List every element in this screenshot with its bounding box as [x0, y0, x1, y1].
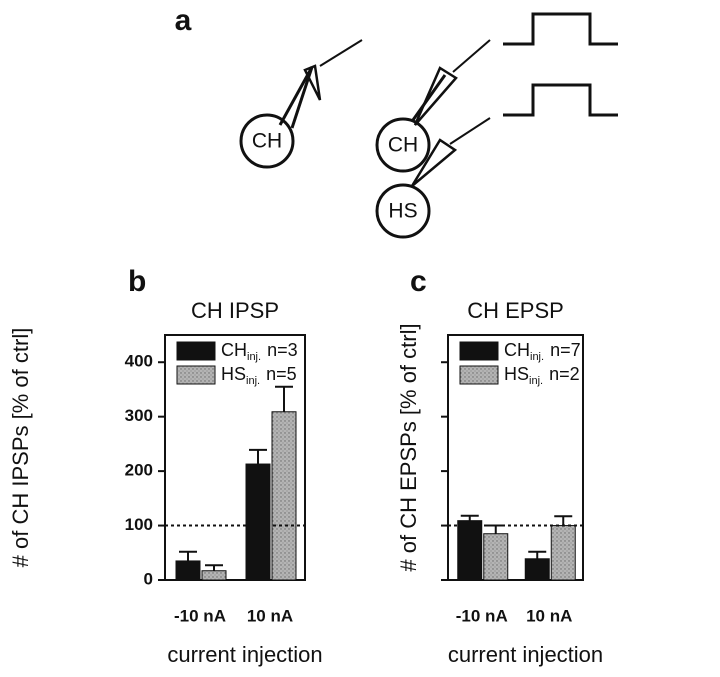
legend-swatch: [176, 365, 216, 385]
bar: [483, 533, 509, 581]
bar: [457, 520, 483, 581]
legend-swatch: [459, 341, 499, 361]
plot-frame: [164, 334, 306, 581]
legend-sub: inj.: [530, 351, 544, 363]
legend-note: n=2: [549, 364, 580, 384]
legend-swatch: [459, 365, 499, 385]
x-tick-label: 10 nA: [247, 606, 293, 625]
x-tick-label: -10 nA: [174, 606, 226, 625]
y-axis-label: # of CH EPSPs [% of ctrl]: [396, 323, 421, 571]
x-tick-label: 10 nA: [526, 606, 572, 625]
y-tick-label: 0: [144, 569, 153, 588]
bar: [245, 463, 271, 581]
legend-label: CHinj. n=7: [504, 340, 581, 363]
panel-label: b: [128, 265, 146, 298]
bar: [524, 558, 550, 581]
cell-label: HS: [388, 200, 417, 223]
y-axis-label: # of CH IPSPs [% of ctrl]: [8, 328, 33, 568]
legend-swatch: [176, 341, 216, 361]
cell-label: CH: [388, 134, 418, 157]
x-tick-label: -10 nA: [456, 606, 508, 625]
bar: [175, 560, 201, 581]
y-tick-label: 100: [125, 515, 153, 534]
y-tick-label: 400: [125, 352, 153, 371]
chart-title: CH EPSP: [467, 298, 564, 323]
bar: [201, 570, 227, 581]
legend-label: CHinj. n=3: [221, 340, 298, 363]
legend-name: HS: [504, 364, 529, 384]
y-tick-label: 300: [125, 406, 153, 425]
panel-label: c: [410, 265, 427, 298]
x-axis-label: current injection: [167, 642, 322, 667]
x-axis-label: current injection: [448, 642, 603, 667]
legend-label: HSinj. n=2: [504, 364, 580, 387]
legend-name: CH: [221, 340, 247, 360]
legend-label: HSinj. n=5: [221, 364, 297, 387]
legend-sub: inj.: [247, 351, 261, 363]
legend-note: n=3: [267, 340, 298, 360]
legend-note: n=7: [550, 340, 581, 360]
diagram: a CH CH HS: [175, 4, 618, 239]
bar: [550, 525, 576, 581]
y-tick-label: 200: [125, 461, 153, 480]
chart-title: CH IPSP: [191, 298, 279, 323]
legend-note: n=5: [266, 364, 297, 384]
legend-name: HS: [221, 364, 246, 384]
bar: [271, 411, 297, 581]
panel-label: a: [175, 4, 192, 37]
plot-frame: [447, 334, 584, 581]
cell-label: CH: [252, 130, 282, 153]
legend-sub: inj.: [246, 375, 260, 387]
legend-name: CH: [504, 340, 530, 360]
legend-sub: inj.: [529, 375, 543, 387]
